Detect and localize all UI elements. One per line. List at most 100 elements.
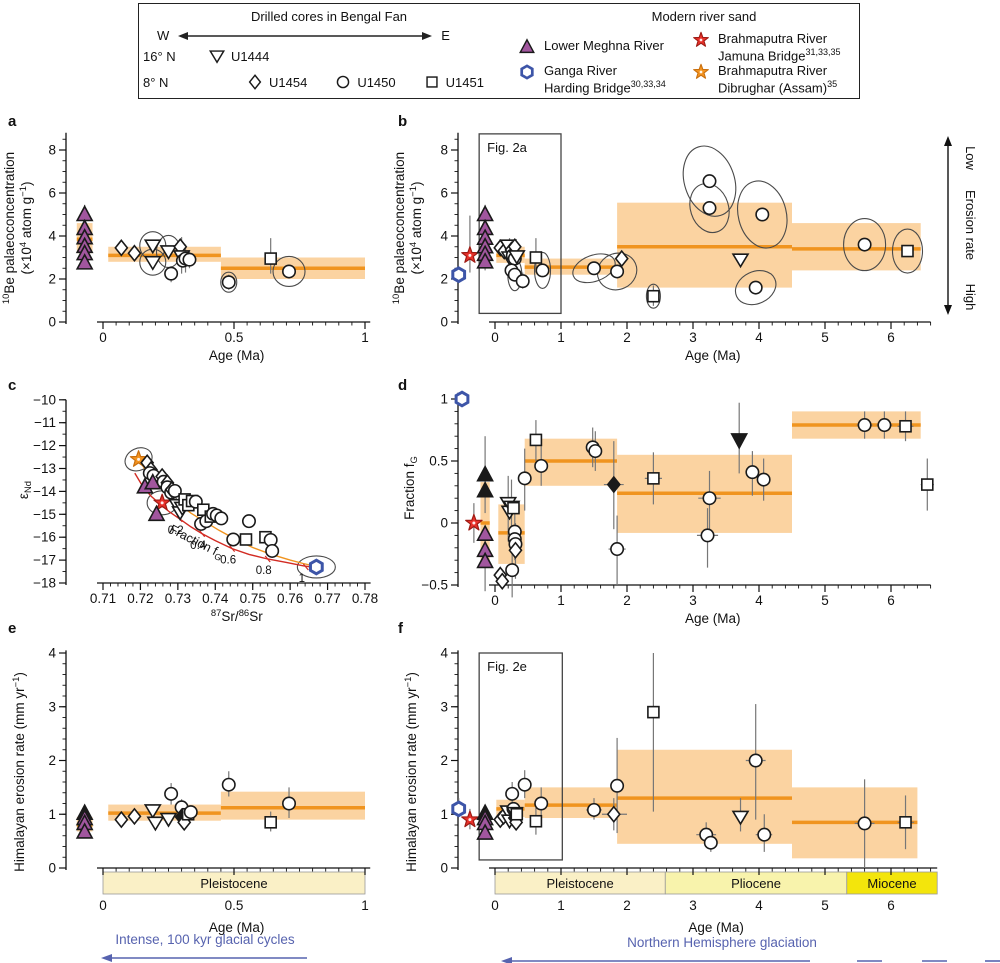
marker-sq xyxy=(920,478,934,491)
svg-text:Age (Ma): Age (Ma) xyxy=(685,348,741,363)
marker-o xyxy=(748,280,763,295)
marker-hx xyxy=(454,390,470,408)
population-ellipse xyxy=(296,555,336,579)
panel-d: d 0 1 2 3 4 5 6 Age (Ma) −0.5 0 0.5 1 Fraction fG xyxy=(398,377,934,626)
marker-sq xyxy=(899,816,912,829)
marker-di xyxy=(114,239,129,257)
marker-o xyxy=(241,514,256,529)
jamuna-line1: Brahmaputra River xyxy=(718,31,828,46)
panel-f: f Pleistocene Pliocene Miocene Fig. 2e 0 1 2 3 4 5… xyxy=(398,620,1000,963)
svg-text:−11: −11 xyxy=(34,415,56,430)
svg-text:1: 1 xyxy=(361,330,369,345)
svg-text:Erosion rate: Erosion rate xyxy=(963,190,978,260)
marker-sq xyxy=(529,433,543,447)
marker-sq xyxy=(239,533,253,546)
svg-text:6: 6 xyxy=(887,330,895,345)
svg-text:0: 0 xyxy=(491,330,499,345)
svg-text:0.75: 0.75 xyxy=(240,591,266,606)
marker-o xyxy=(535,263,550,278)
marker-tu_p xyxy=(476,204,494,222)
marker-tu_p xyxy=(476,524,494,541)
marker-o xyxy=(214,511,229,526)
svg-text:0: 0 xyxy=(48,315,56,330)
marker-sq xyxy=(901,244,914,258)
panel-a: a 0 0.5 1 Age (Ma) 0 2 4 6 8 10Be palaeoconcentrat… xyxy=(1,113,371,363)
population-ellipse xyxy=(572,253,616,284)
marker-tu_p xyxy=(476,551,494,569)
svg-text:2: 2 xyxy=(48,272,56,287)
inset-reference-box xyxy=(478,133,562,315)
marker-di_k xyxy=(606,475,621,494)
svg-text:2: 2 xyxy=(623,330,631,345)
latitude-8n-label: 8° N xyxy=(143,74,169,90)
population-ellipse xyxy=(682,145,737,217)
svg-text:Pleistocene: Pleistocene xyxy=(200,876,267,891)
svg-text:Northern Hemisphere glaciation: Northern Hemisphere glaciation xyxy=(627,935,817,950)
legend-harding-bridge: Ganga River Harding Bridge30,33,34 xyxy=(517,62,666,96)
marker-o xyxy=(282,796,297,811)
marker-sq xyxy=(647,289,660,303)
marker-td xyxy=(731,253,750,269)
legend-left-title: Drilled cores in Bengal Fan xyxy=(250,9,408,24)
marker-o xyxy=(265,543,280,558)
svg-text:1: 1 xyxy=(557,593,565,608)
panel-e: e Pleistocene 0 0.5 1 Age (Ma) 0 1 2 3 4 Himalayan … xyxy=(8,620,371,962)
marker-sq xyxy=(264,816,277,829)
marker-td xyxy=(143,239,162,255)
svg-text:Pleistocene: Pleistocene xyxy=(547,876,614,891)
panel-c: c 0.71 0.72 0.73 0.74 0.75 0.76 0.77 0.78 87Sr/86… xyxy=(8,377,378,624)
svg-text:Fig. 2e: Fig. 2e xyxy=(487,659,527,674)
svg-text:2: 2 xyxy=(48,753,56,768)
svg-text:5: 5 xyxy=(821,898,829,913)
marker-st_r xyxy=(461,246,479,263)
svg-text:4: 4 xyxy=(755,330,763,345)
population-ellipse xyxy=(689,183,730,234)
marker-o xyxy=(610,264,625,279)
circle-icon xyxy=(337,75,350,89)
svg-text:4: 4 xyxy=(755,593,763,608)
marker-st_o xyxy=(693,63,709,79)
marker-o xyxy=(757,827,772,842)
population-ellipse xyxy=(272,255,306,288)
svg-text:3: 3 xyxy=(689,330,697,345)
marker-st_r xyxy=(465,513,483,531)
marker-o xyxy=(167,483,182,498)
marker-di xyxy=(614,249,629,268)
marker-o xyxy=(337,75,350,89)
svg-text:1: 1 xyxy=(48,807,56,822)
jamuna-line2: Jamuna Bridge xyxy=(718,47,806,63)
svg-text:−0.5: −0.5 xyxy=(421,578,448,593)
svg-text:6: 6 xyxy=(887,898,895,913)
population-ellipse xyxy=(533,251,552,289)
marker-o xyxy=(588,444,603,459)
marker-td xyxy=(507,250,526,265)
svg-text:−15: −15 xyxy=(33,507,56,522)
marker-sq xyxy=(264,252,277,265)
svg-text:1: 1 xyxy=(557,330,565,345)
marker-sq xyxy=(647,705,660,719)
marker-o xyxy=(221,275,236,290)
population-ellipse xyxy=(734,270,777,306)
svg-text:3: 3 xyxy=(689,593,697,608)
marker-o xyxy=(182,252,197,267)
svg-text:Pliocene: Pliocene xyxy=(731,876,781,891)
svg-text:High: High xyxy=(963,284,978,311)
marker-tu_p xyxy=(476,823,494,840)
red-star-icon xyxy=(693,31,709,47)
svg-text:0.77: 0.77 xyxy=(314,591,340,606)
legend-core-u1451: U1451 xyxy=(422,72,484,92)
svg-text:−16: −16 xyxy=(33,530,56,545)
latitude-16n-label: 16° N xyxy=(143,48,176,64)
marker-o xyxy=(748,753,763,768)
marker-hx xyxy=(308,558,324,576)
svg-text:d: d xyxy=(398,377,407,394)
marker-td xyxy=(159,812,178,828)
marker-sq xyxy=(507,501,520,515)
svg-text:f: f xyxy=(398,620,404,637)
svg-text:0: 0 xyxy=(440,315,448,330)
legend-core-u1450: U1450 xyxy=(333,72,396,92)
marker-tu_p xyxy=(75,204,94,222)
marker-o xyxy=(857,816,872,831)
population-ellipse xyxy=(645,283,661,309)
svg-text:Intense, 100 kyr glacial cycle: Intense, 100 kyr glacial cycles xyxy=(115,932,295,947)
